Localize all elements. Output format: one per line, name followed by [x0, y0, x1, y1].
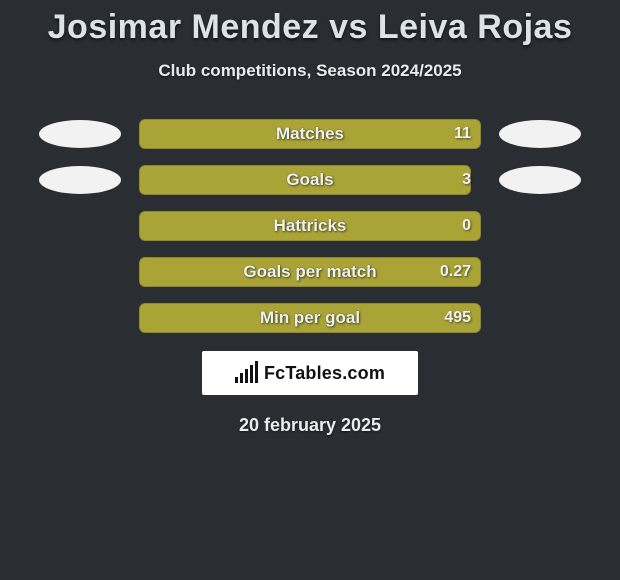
stat-bar-fill — [139, 257, 481, 287]
avatar-placeholder-left — [39, 120, 121, 148]
stat-bar-fill — [139, 303, 481, 333]
date-label: 20 february 2025 — [0, 415, 620, 436]
stat-bar: Goals3 — [139, 165, 481, 195]
stat-bar-fill — [139, 211, 481, 241]
avatar-placeholder-right — [499, 166, 581, 194]
stat-row: Min per goal495 — [0, 303, 620, 333]
stat-bar: Goals per match0.27 — [139, 257, 481, 287]
bars-icon — [235, 363, 258, 383]
stat-row: Matches11 — [0, 119, 620, 149]
stat-row: Goals per match0.27 — [0, 257, 620, 287]
stat-bar: Hattricks0 — [139, 211, 481, 241]
stat-bar: Min per goal495 — [139, 303, 481, 333]
stat-bar-fill — [139, 165, 471, 195]
brand-text: FcTables.com — [264, 363, 385, 384]
subtitle: Club competitions, Season 2024/2025 — [0, 61, 620, 81]
comparison-card: Josimar Mendez vs Leiva Rojas Club compe… — [0, 0, 620, 436]
stat-bar-fill — [139, 119, 481, 149]
avatar-placeholder-left — [39, 166, 121, 194]
stat-row: Hattricks0 — [0, 211, 620, 241]
brand-badge[interactable]: FcTables.com — [202, 351, 418, 395]
page-title: Josimar Mendez vs Leiva Rojas — [0, 8, 620, 47]
stat-bar: Matches11 — [139, 119, 481, 149]
stats-list: Matches11 Goals3 Hattricks0 Goals per match… — [0, 119, 620, 333]
stat-row: Goals3 — [0, 165, 620, 195]
avatar-placeholder-right — [499, 120, 581, 148]
